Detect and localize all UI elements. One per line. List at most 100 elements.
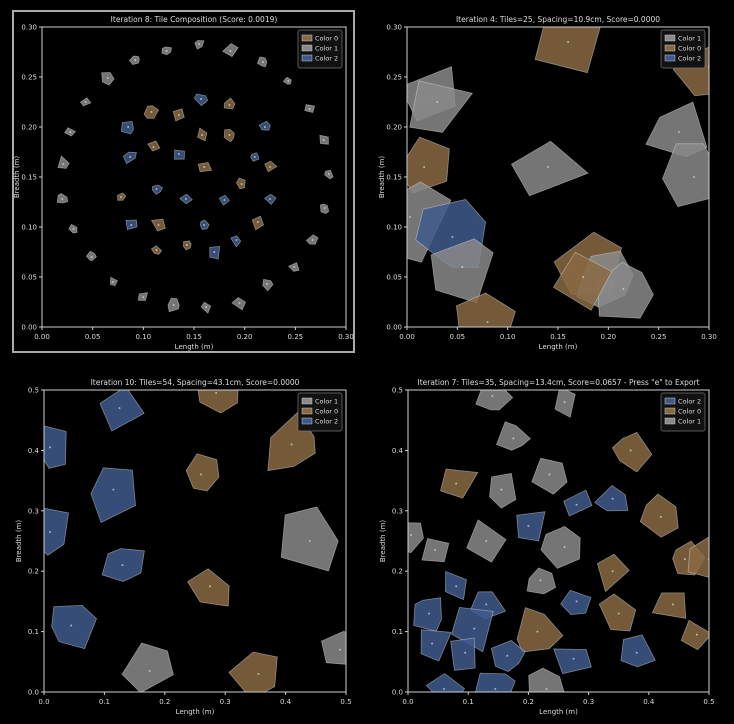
tile-center bbox=[428, 612, 431, 615]
x-tick-label: 0.10 bbox=[136, 333, 152, 341]
tile-color-0 bbox=[651, 592, 687, 619]
y-axis-label: Breadth (m) bbox=[15, 520, 23, 563]
tile-center bbox=[111, 281, 114, 283]
tile-center bbox=[198, 43, 201, 45]
tile-center bbox=[527, 524, 530, 527]
legend: Color 2 Color 0 Color 1 bbox=[660, 392, 706, 432]
tile-color-0 bbox=[228, 651, 278, 692]
y-tick-label: 0.00 bbox=[386, 324, 402, 332]
tile-center bbox=[155, 249, 158, 251]
tile-center bbox=[308, 108, 311, 110]
tile-center bbox=[311, 239, 314, 241]
tile-color-0 bbox=[516, 607, 564, 653]
tile-center bbox=[575, 503, 578, 506]
chart-panel-iteration-7: 0.0 0.1 0.2 0.3 0.4 0.5 0.0 0.1 0.2 0.3 0.4 0.5 Iter… bbox=[367, 360, 734, 720]
tile-color-2 bbox=[151, 184, 163, 195]
y-tick-label: 0.30 bbox=[386, 24, 402, 32]
x-tick-label: 0.00 bbox=[34, 333, 50, 341]
tile-center bbox=[410, 533, 413, 536]
tile-center bbox=[455, 585, 458, 588]
tile-center bbox=[229, 50, 232, 52]
tile-center bbox=[127, 126, 130, 128]
tile-color-2 bbox=[420, 629, 452, 662]
tile-center bbox=[200, 473, 203, 476]
tile-center bbox=[150, 111, 153, 113]
chart-panel-iteration-8: 0.00 0.05 0.10 0.15 0.20 0.25 0.30 0.00 0.05 0.10… bbox=[0, 0, 367, 360]
tile-center bbox=[494, 687, 497, 690]
tile-color-0 bbox=[223, 97, 236, 110]
tile-center bbox=[265, 283, 268, 285]
tile-center bbox=[177, 153, 180, 155]
tile-center bbox=[203, 166, 206, 168]
legend-label: Color 1 bbox=[315, 45, 338, 53]
legend-label: Color 2 bbox=[315, 418, 338, 426]
tile-center bbox=[213, 251, 216, 253]
tile-center bbox=[165, 50, 168, 52]
tiles bbox=[407, 27, 709, 327]
tile-color-0 bbox=[639, 493, 679, 538]
x-tick-label: 0.4 bbox=[280, 698, 292, 706]
tile-center bbox=[130, 224, 133, 226]
tile-color-0 bbox=[407, 136, 450, 194]
tile-center bbox=[455, 482, 458, 485]
tile-center bbox=[142, 296, 145, 298]
tile-center bbox=[155, 188, 158, 190]
y-tick-label: 0.5 bbox=[392, 387, 403, 395]
tile-center bbox=[177, 114, 180, 116]
tile-color-1 bbox=[409, 80, 474, 133]
tile-center bbox=[62, 163, 65, 165]
tile-color-1 bbox=[510, 140, 589, 197]
legend-label: Color 2 bbox=[678, 398, 701, 406]
x-tick-label: 0.0 bbox=[402, 698, 413, 706]
tile-color-1 bbox=[489, 472, 517, 509]
tile-center bbox=[671, 603, 674, 606]
tile-color-2 bbox=[425, 673, 466, 692]
tile-center bbox=[683, 558, 686, 561]
tile-center bbox=[201, 134, 204, 136]
tile-color-2 bbox=[44, 507, 69, 556]
tile-center bbox=[548, 473, 551, 476]
y-tick-label: 0.10 bbox=[21, 224, 37, 232]
legend-label: Color 2 bbox=[315, 55, 338, 63]
tile-color-1 bbox=[262, 278, 274, 292]
tile-color-2 bbox=[258, 120, 271, 131]
tile-color-0 bbox=[185, 453, 220, 492]
y-tick-label: 0.3 bbox=[28, 507, 39, 515]
tile-color-0 bbox=[187, 568, 230, 607]
tile-center bbox=[423, 166, 426, 168]
tile-center bbox=[261, 61, 264, 63]
tile-center bbox=[134, 59, 137, 61]
tile-center bbox=[451, 236, 454, 238]
tile-center bbox=[256, 221, 259, 223]
tile-center bbox=[112, 488, 115, 491]
y-tick-label: 0.10 bbox=[386, 224, 402, 232]
y-tick-label: 0.2 bbox=[28, 568, 39, 576]
axes-frame bbox=[41, 26, 347, 328]
tile-center bbox=[546, 166, 549, 168]
tile-center bbox=[209, 585, 212, 588]
legend-label: Color 0 bbox=[678, 45, 701, 53]
tile-color-2 bbox=[44, 425, 67, 469]
tile-color-0 bbox=[440, 468, 479, 499]
tile-color-1 bbox=[540, 525, 581, 569]
y-tick-label: 0.4 bbox=[392, 447, 404, 455]
chart-title: Iteration 7: Tiles=35, Spacing=13.4cm, S… bbox=[417, 378, 699, 387]
y-tick-label: 0.1 bbox=[392, 628, 403, 636]
x-tick-label: 0.20 bbox=[237, 333, 253, 341]
tile-center bbox=[323, 207, 326, 209]
tile-center bbox=[575, 600, 578, 603]
tile-color-1 bbox=[554, 390, 576, 418]
tile-center bbox=[512, 437, 515, 440]
tile-center bbox=[185, 244, 188, 246]
tile-color-1 bbox=[495, 421, 532, 451]
tile-center bbox=[293, 266, 296, 268]
legend-swatch bbox=[301, 397, 313, 405]
tile-center bbox=[253, 156, 256, 158]
legend-label: Color 1 bbox=[678, 35, 701, 43]
chart-svg: 0.00 0.05 0.10 0.15 0.20 0.25 0.30 0.00 0.05 0.10… bbox=[12, 10, 355, 353]
tile-color-0 bbox=[598, 593, 637, 632]
legend-swatch bbox=[664, 397, 676, 405]
tile-color-1 bbox=[662, 143, 709, 208]
chart-title: Iteration 4: Tiles=25, Spacing=10.9cm, S… bbox=[456, 15, 660, 24]
legend-swatch bbox=[664, 44, 676, 52]
